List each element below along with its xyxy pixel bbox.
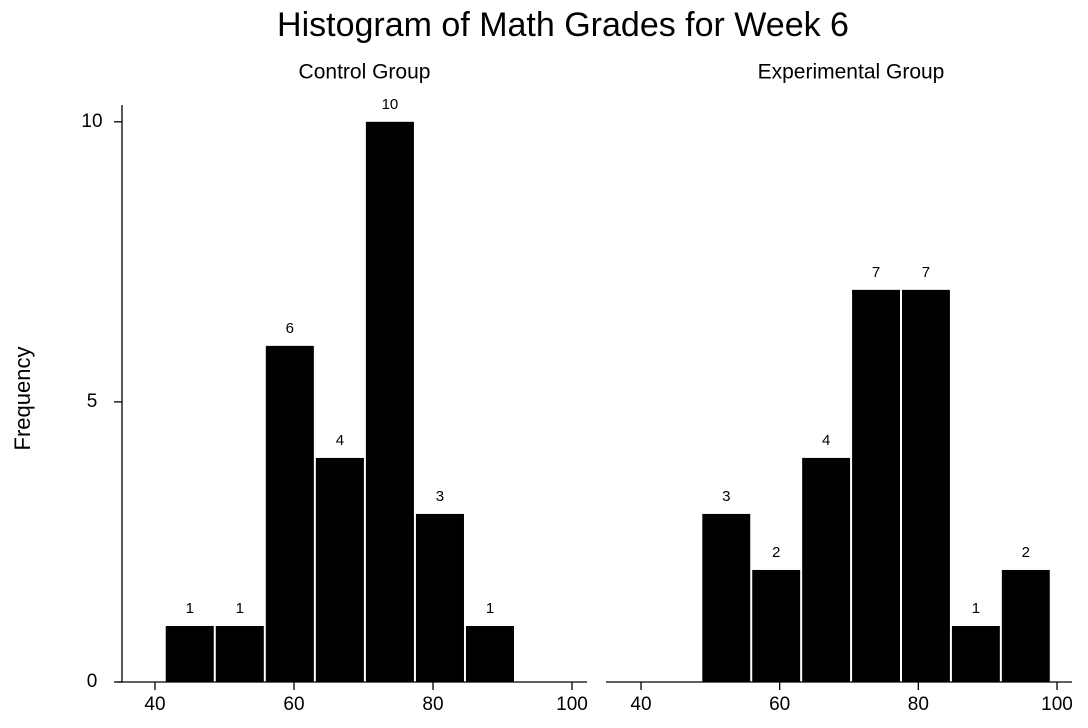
- value-label: 1: [486, 600, 494, 617]
- bar: [852, 289, 900, 682]
- bar: [752, 569, 801, 682]
- x-tick-label: 100: [1041, 694, 1073, 715]
- value-label: 7: [922, 264, 930, 281]
- bar: [215, 625, 264, 682]
- y-tick-label: 10: [81, 111, 102, 132]
- x-tick-label: 60: [769, 694, 790, 715]
- value-label: 2: [1022, 544, 1030, 561]
- bar: [315, 457, 364, 682]
- value-label: 4: [336, 432, 344, 449]
- y-tick-label: 0: [87, 671, 98, 692]
- subtitle: Experimental Group: [758, 61, 945, 84]
- x-tick-label: 80: [908, 694, 929, 715]
- bar: [415, 513, 464, 682]
- value-label: 1: [972, 600, 980, 617]
- bar: [265, 345, 314, 682]
- x-tick-label: 60: [283, 694, 304, 715]
- value-label: 4: [822, 432, 830, 449]
- bar: [465, 625, 515, 682]
- y-tick-label: 5: [87, 391, 98, 412]
- value-label: 6: [286, 320, 294, 337]
- value-label: 3: [722, 488, 730, 505]
- subtitle: Control Group: [299, 61, 431, 84]
- bar: [951, 625, 1000, 682]
- bar: [702, 513, 751, 682]
- x-tick-label: 40: [144, 694, 165, 715]
- bar: [1001, 569, 1050, 682]
- value-label: 2: [772, 544, 780, 561]
- value-label: 10: [382, 96, 399, 113]
- value-label: 7: [872, 264, 880, 281]
- y-axis-label: Frequency: [10, 347, 35, 451]
- chart-title: Histogram of Math Grades for Week 6: [277, 6, 849, 44]
- bar: [802, 457, 851, 682]
- bar: [365, 121, 414, 682]
- x-tick-label: 100: [556, 694, 588, 715]
- x-tick-label: 40: [630, 694, 651, 715]
- bar: [902, 289, 950, 682]
- value-label: 1: [186, 600, 194, 617]
- value-label: 3: [436, 488, 444, 505]
- x-tick-label: 80: [422, 694, 443, 715]
- bar: [165, 625, 214, 682]
- value-label: 1: [236, 600, 244, 617]
